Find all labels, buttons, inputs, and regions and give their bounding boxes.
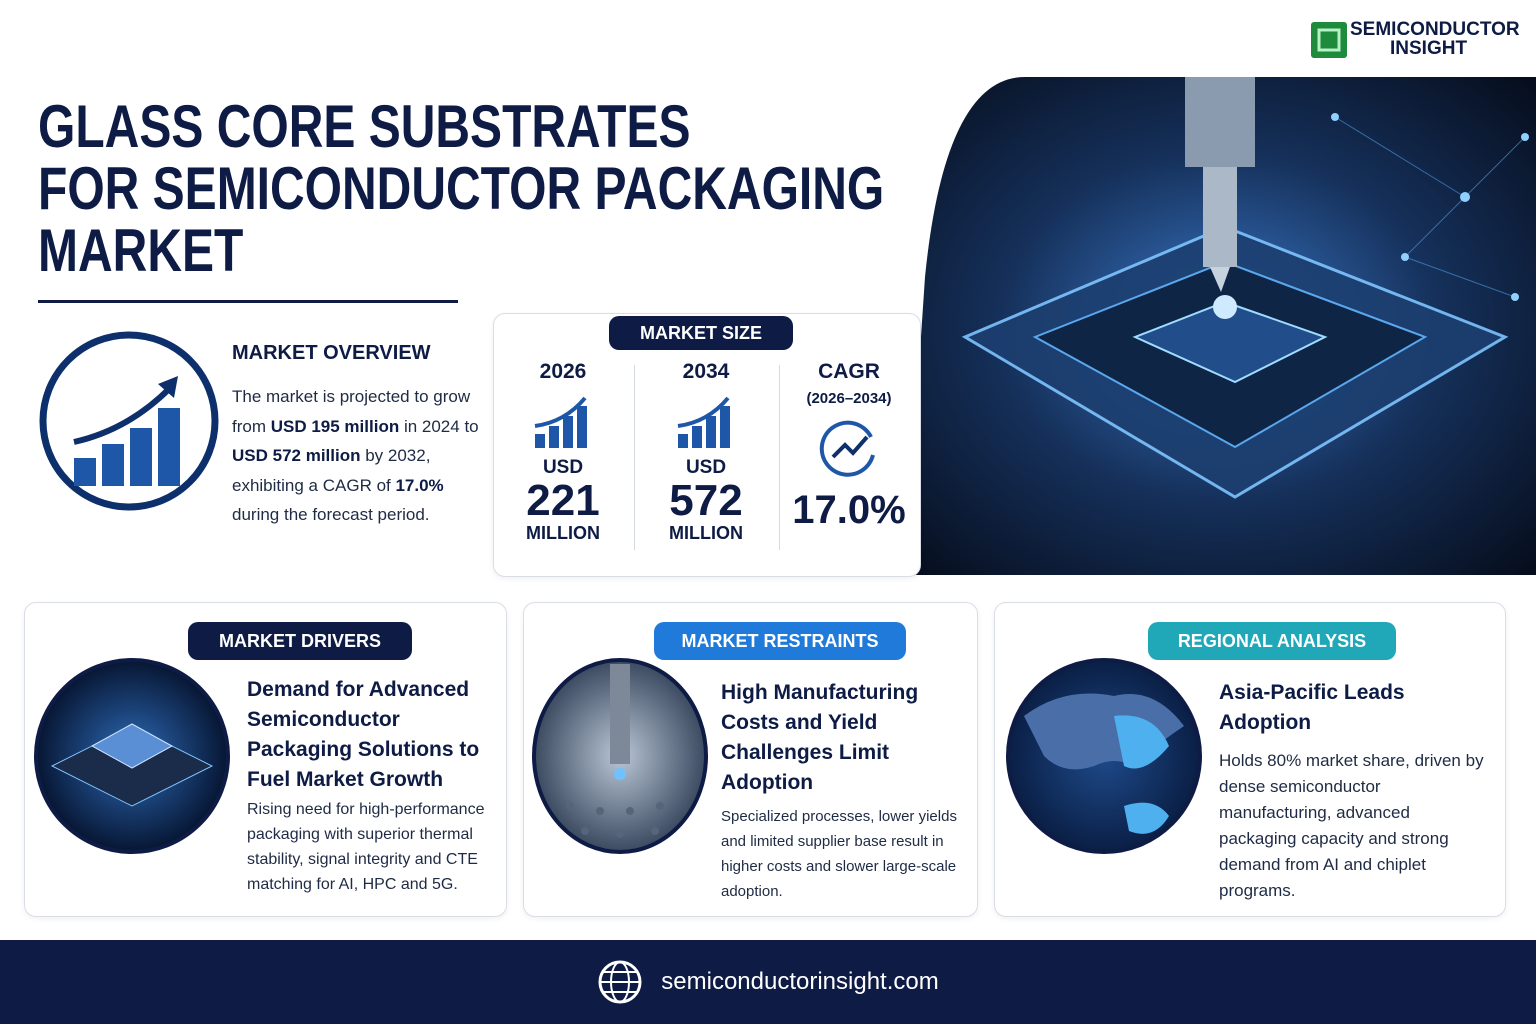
logo-icon [1311, 22, 1347, 58]
title-line: GLASS CORE SUBSTRATES [38, 93, 691, 160]
drivers-label: MARKET DRIVERS [188, 622, 412, 660]
text: during the forecast period. [232, 505, 430, 524]
highlight: 17.0% [395, 475, 444, 495]
regional-label: REGIONAL ANALYSIS [1148, 622, 1396, 660]
restraints-image [532, 658, 708, 854]
logo-line: SEMICONDUCTOR [1350, 19, 1520, 40]
value: 572 [669, 476, 743, 525]
size-column: 2026 USD 221 MILLION [500, 360, 626, 544]
text: in 2024 to [399, 416, 479, 436]
overview-text: The market is projected to grow from USD… [232, 382, 482, 530]
label: MARKET RESTRAINTS [681, 630, 879, 651]
market-size-label: MARKET SIZE [609, 316, 793, 350]
currency: USD [542, 457, 584, 478]
title-line: MARKET [38, 217, 244, 284]
growth-icon [534, 396, 587, 448]
restraints-label: MARKET RESTRAINTS [654, 622, 906, 660]
highlight: USD 195 million [270, 416, 400, 436]
footer: semiconductorinsight.com [0, 940, 1536, 1024]
overview-heading: MARKET OVERVIEW [232, 342, 431, 364]
card-body: Specialized processes, lower yields and … [721, 808, 957, 900]
globe-icon [598, 960, 642, 1004]
card-heading: Demand for Advanced Semiconductor Packag… [247, 678, 480, 791]
overview-icon [39, 331, 219, 511]
text: The market is projected to grow from [232, 387, 471, 436]
year: 2026 [539, 360, 587, 383]
cagr-icon [819, 420, 875, 477]
footer-url[interactable]: semiconductorinsight.com [661, 968, 939, 995]
card-heading: High Manufacturing Costs and Yield Chall… [721, 681, 919, 794]
label: MARKET DRIVERS [218, 630, 381, 651]
size-column: 2034 USD 572 MILLION [643, 360, 769, 544]
separator [634, 365, 635, 550]
cagr-column: CAGR (2026–2034) 17.0% [785, 360, 913, 533]
card-body: Holds 80% market share, driven by dense … [1219, 751, 1484, 900]
year: 2034 [682, 360, 730, 383]
cagr-value: 17.0% [792, 488, 906, 532]
highlight: USD 572 million [232, 446, 361, 465]
regional-image [1006, 658, 1202, 854]
hero-image [905, 77, 1536, 575]
card-heading: Asia-Pacific Leads Adoption [1219, 681, 1405, 734]
card-body: Rising need for high-performance packagi… [247, 801, 485, 893]
text: by 2032, exhibiting a CAGR of [232, 446, 431, 495]
title: GLASS CORE SUBSTRATES FOR SEMICONDUCTOR … [38, 96, 884, 282]
divider [38, 300, 458, 303]
unit: MILLION [526, 523, 600, 543]
logo-line: INSIGHT [1390, 38, 1468, 59]
drivers-image [34, 658, 230, 854]
separator [779, 365, 780, 550]
cagr-label: CAGR [818, 360, 880, 383]
logo-text: SEMICONDUCTOR INSIGHT [1350, 20, 1520, 58]
unit: MILLION [669, 523, 743, 543]
currency: USD [685, 457, 727, 478]
cagr-period: (2026–2034) [806, 390, 892, 407]
title-line: FOR SEMICONDUCTOR PACKAGING [38, 155, 885, 222]
label: MARKET SIZE [639, 322, 762, 343]
growth-icon [677, 396, 730, 448]
value: 221 [526, 476, 600, 525]
label: REGIONAL ANALYSIS [1177, 630, 1367, 651]
